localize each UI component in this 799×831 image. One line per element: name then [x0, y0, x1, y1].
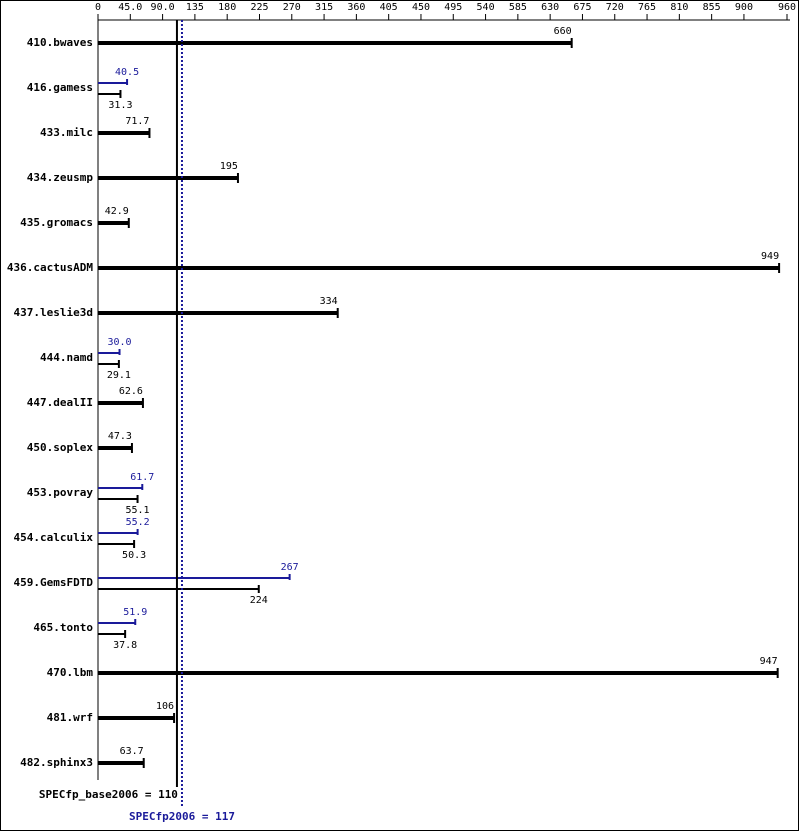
peak-bar	[98, 352, 120, 354]
x-tick-label: 540	[477, 2, 495, 13]
value-label: 42.9	[105, 206, 129, 217]
peak-bar	[98, 577, 290, 579]
category-label: 433.milc	[40, 126, 93, 139]
x-tick-label: 45.0	[118, 2, 142, 13]
bar	[98, 311, 338, 315]
value-label: 61.7	[130, 472, 154, 483]
base-bar	[98, 498, 138, 500]
category-label: 444.namd	[40, 351, 93, 364]
bar	[98, 266, 780, 270]
value-label: 62.6	[119, 386, 143, 397]
bar	[98, 401, 143, 405]
value-label: 106	[156, 701, 174, 712]
peak-bar	[98, 622, 136, 624]
value-label: 55.2	[126, 517, 150, 528]
base-bar	[98, 543, 135, 545]
x-tick-label: 720	[606, 2, 624, 13]
base-bar	[98, 363, 119, 365]
x-tick-label: 0	[95, 2, 101, 13]
x-tick-label: 585	[509, 2, 527, 13]
value-label: 51.9	[123, 607, 147, 618]
value-label: 195	[220, 161, 238, 172]
category-label: 450.soplex	[27, 441, 94, 454]
value-label: 30.0	[107, 337, 131, 348]
category-label: 482.sphinx3	[20, 756, 93, 769]
bar	[98, 761, 144, 765]
x-tick-label: 405	[380, 2, 398, 13]
category-label: 435.gromacs	[20, 216, 93, 229]
bar	[98, 716, 175, 720]
x-tick-label: 315	[315, 2, 333, 13]
bar	[98, 446, 132, 450]
category-label: 459.GemsFDTD	[14, 576, 94, 589]
value-label: 71.7	[125, 116, 149, 127]
value-label: 949	[761, 251, 779, 262]
category-label: 481.wrf	[47, 711, 93, 724]
category-label: 410.bwaves	[27, 36, 93, 49]
x-tick-label: 495	[444, 2, 462, 13]
x-tick-label: 180	[218, 2, 236, 13]
x-tick-label: 270	[283, 2, 301, 13]
x-tick-label: 900	[735, 2, 753, 13]
bar	[98, 41, 572, 45]
category-label: 470.lbm	[47, 666, 94, 679]
base-bar	[98, 93, 121, 95]
x-tick-label: 675	[573, 2, 591, 13]
bar	[98, 671, 778, 675]
x-tick-label: 135	[186, 2, 204, 13]
category-label: 453.povray	[27, 486, 94, 499]
bar	[98, 176, 238, 180]
value-label: 31.3	[108, 100, 132, 111]
peak-bar	[98, 532, 138, 534]
value-label: 63.7	[120, 746, 144, 757]
reference-label: SPECfp2006 = 117	[129, 810, 235, 823]
reference-label: SPECfp_base2006 = 110	[39, 788, 178, 801]
category-label: 454.calculix	[14, 531, 94, 544]
value-label: 334	[320, 296, 338, 307]
x-tick-label: 360	[347, 2, 365, 13]
x-tick-label: 810	[670, 2, 688, 13]
category-label: 465.tonto	[33, 621, 93, 634]
x-tick-label: 855	[703, 2, 721, 13]
x-tick-label: 90.0	[151, 2, 175, 13]
value-label: 947	[760, 656, 778, 667]
value-label: 47.3	[108, 431, 132, 442]
x-tick-label: 765	[638, 2, 656, 13]
peak-bar	[98, 82, 128, 84]
category-label: 447.dealII	[27, 396, 93, 409]
value-label: 267	[281, 562, 299, 573]
base-bar	[98, 588, 259, 590]
value-label: 40.5	[115, 67, 139, 78]
x-tick-label: 960	[778, 2, 796, 13]
value-label: 29.1	[107, 370, 131, 381]
bar	[98, 131, 150, 135]
category-label: 434.zeusmp	[27, 171, 94, 184]
x-tick-label: 450	[412, 2, 430, 13]
bar	[98, 221, 129, 225]
x-tick-label: 225	[250, 2, 268, 13]
category-label: 416.gamess	[27, 81, 93, 94]
category-label: 437.leslie3d	[14, 306, 93, 319]
value-label: 50.3	[122, 550, 146, 561]
category-label: 436.cactusADM	[7, 261, 93, 274]
value-label: 224	[250, 595, 268, 606]
peak-bar	[98, 487, 143, 489]
x-tick-label: 630	[541, 2, 559, 13]
value-label: 37.8	[113, 640, 137, 651]
value-label: 660	[554, 26, 572, 37]
base-bar	[98, 633, 126, 635]
value-label: 55.1	[125, 505, 149, 516]
